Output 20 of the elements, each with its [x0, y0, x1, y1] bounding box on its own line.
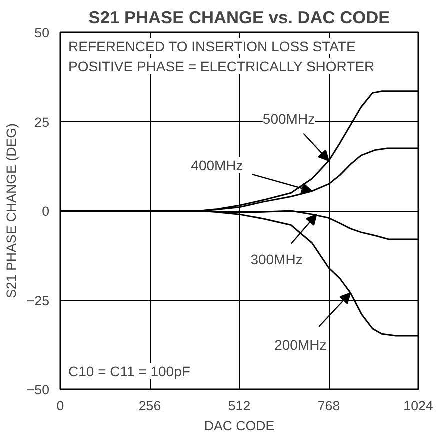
y-tick-label: 50 — [34, 26, 50, 40]
annotation: REFERENCED TO INSERTION LOSS STATE — [68, 38, 356, 54]
y-tick-label: 0 — [42, 204, 50, 219]
x-tick-label: 512 — [228, 398, 251, 414]
x-axis-title: DAC CODE — [204, 418, 275, 434]
annotation: C10 = C11 = 100pF — [68, 364, 190, 380]
annotation: 300MHz — [250, 252, 303, 268]
annotation: 200MHz — [274, 337, 327, 354]
y-tick-label: −25 — [26, 293, 50, 308]
annotation: POSITIVE PHASE = ELECTRICALLY SHORTER — [68, 58, 375, 74]
x-tick-label: 0 — [56, 398, 64, 414]
y-axis-title: S21 PHASE CHANGE (DEG) — [4, 124, 19, 298]
annotation: 500MHz — [262, 111, 316, 128]
x-tick-label: 1024 — [404, 398, 434, 414]
annotation: 400MHz — [191, 157, 244, 174]
x-tick-label: 256 — [138, 398, 162, 414]
x-tick-label: 768 — [318, 398, 340, 414]
y-tick-label: 25 — [34, 114, 50, 130]
chart-title: S21 PHASE CHANGE vs. DAC CODE — [88, 8, 390, 28]
y-tick-label: −50 — [26, 382, 50, 398]
